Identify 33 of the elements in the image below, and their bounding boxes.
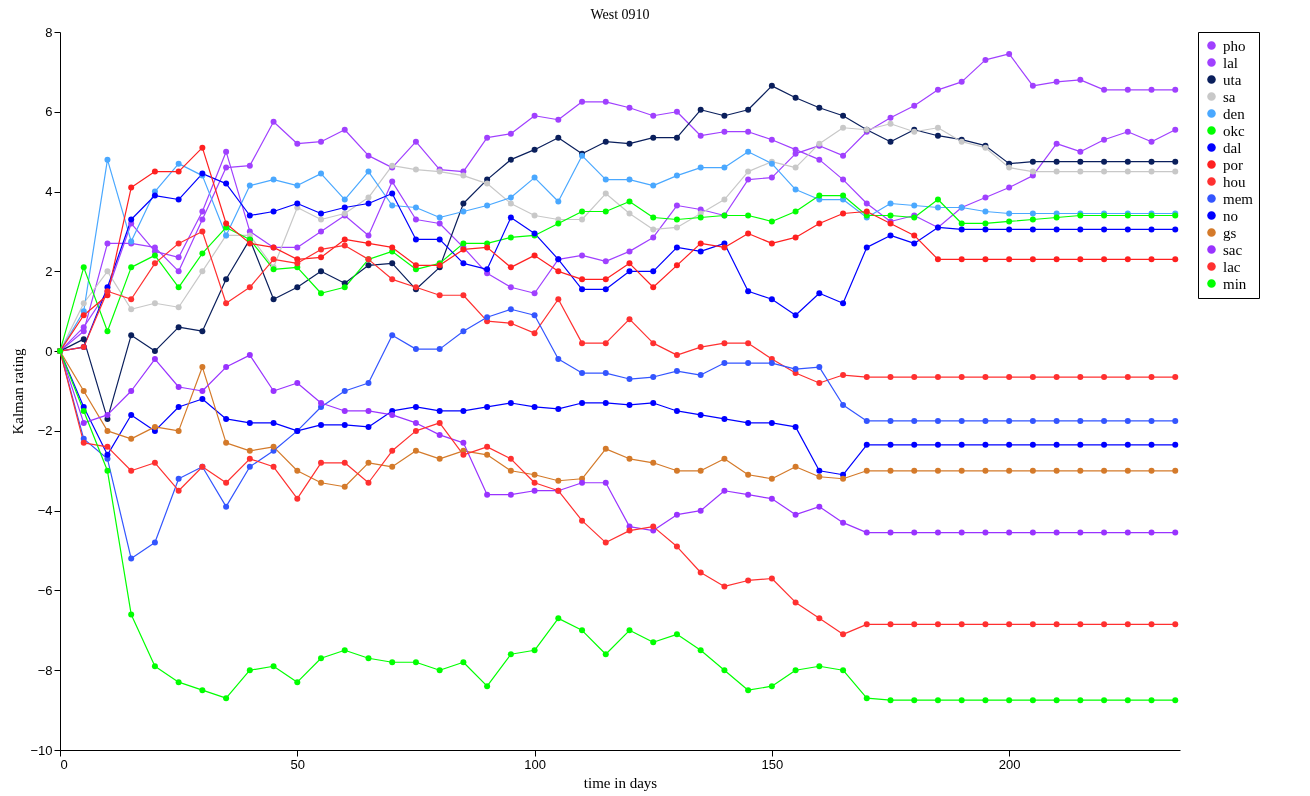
- y-tick-label: 2: [45, 263, 53, 279]
- legend-label: gs: [1223, 224, 1237, 241]
- legend-label: dal: [1223, 139, 1242, 156]
- y-tick-label: 6: [45, 104, 53, 120]
- legend-label: lal: [1223, 54, 1238, 71]
- x-tick-label: 0: [60, 756, 68, 772]
- y-tick-label: −4: [37, 503, 53, 519]
- x-tick-label: 200: [998, 756, 1021, 772]
- chart-title: West 0910: [590, 7, 650, 22]
- legend-label: uta: [1223, 71, 1242, 88]
- x-tick-label: 150: [761, 756, 784, 772]
- y-tick-label: −2: [37, 423, 53, 439]
- legend-label: pho: [1223, 37, 1246, 54]
- y-axis-title: Kalman rating: [10, 347, 27, 435]
- y-tick-label: −10: [30, 742, 53, 758]
- legend-label: okc: [1223, 122, 1245, 139]
- x-tick-label: 100: [524, 756, 546, 772]
- x-tick-label: 50: [290, 756, 306, 772]
- legend-label: den: [1223, 105, 1246, 122]
- legend-label: mem: [1223, 190, 1254, 207]
- legend-label: no: [1223, 207, 1238, 224]
- x-axis-title: time in days: [583, 774, 658, 791]
- y-tick-label: −8: [37, 662, 53, 678]
- legend-label: min: [1223, 275, 1247, 292]
- legend-label: sa: [1223, 88, 1236, 105]
- y-tick-label: 0: [45, 343, 53, 359]
- legend-label: hou: [1223, 173, 1246, 190]
- y-tick-label: 8: [45, 24, 53, 40]
- legend-label: sac: [1223, 241, 1243, 258]
- legend-label: lac: [1223, 258, 1241, 275]
- y-tick-label: −6: [37, 582, 53, 598]
- legend-label: por: [1223, 156, 1243, 173]
- y-tick-label: 4: [45, 184, 53, 200]
